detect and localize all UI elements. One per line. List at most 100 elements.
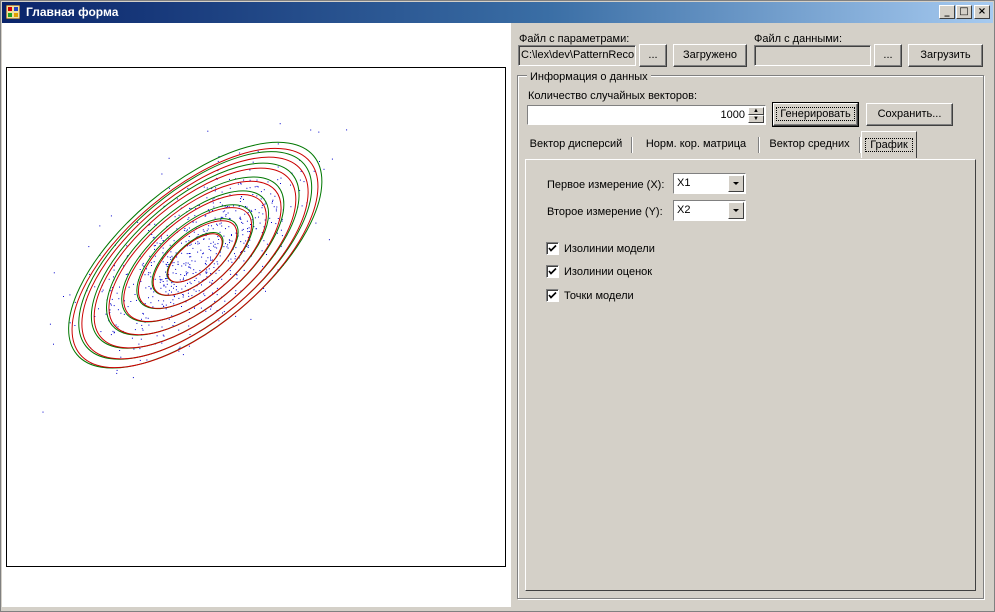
model-point [187, 218, 189, 220]
model-point [205, 310, 207, 312]
model-point [256, 195, 258, 197]
model-point [188, 253, 190, 254]
model-point [277, 179, 279, 181]
model-point [201, 284, 202, 286]
model-point [108, 278, 110, 280]
spin-up-icon[interactable]: ▲ [748, 107, 764, 115]
model-point [231, 240, 233, 242]
model-point [267, 181, 269, 183]
model-point [158, 300, 160, 302]
tab-mean-vector[interactable]: Вектор средних [769, 138, 850, 150]
params-load-button[interactable]: Загружено [673, 44, 747, 67]
model-point [217, 243, 219, 245]
tab-separator [631, 137, 632, 153]
model-point [163, 240, 165, 242]
model-point [217, 263, 219, 265]
vector-count-value[interactable]: 1000 [720, 109, 745, 121]
model-point [183, 229, 185, 231]
spin-down-icon[interactable]: ▼ [748, 115, 764, 123]
model-point [247, 212, 249, 214]
model-point [193, 289, 195, 291]
model-point [187, 245, 189, 247]
model-point [222, 312, 223, 314]
model-point [214, 246, 216, 248]
minimize-button[interactable]: _ [939, 5, 955, 19]
model-point [249, 179, 251, 181]
model-point [254, 209, 256, 211]
model-point [212, 202, 214, 204]
model-isoline [137, 207, 253, 309]
distribution-plot[interactable] [6, 67, 506, 567]
model-point [168, 157, 170, 159]
window-title: Главная форма [26, 5, 119, 19]
model-point [154, 278, 156, 280]
model-point [152, 296, 154, 298]
model-point [94, 286, 96, 288]
maximize-button[interactable]: □ [956, 5, 972, 19]
tab-graph[interactable]: График [861, 131, 917, 158]
data-file-path[interactable] [754, 45, 871, 66]
model-point [165, 278, 167, 279]
checkmark-icon [548, 291, 557, 299]
model-point [189, 256, 191, 258]
model-point [184, 275, 186, 276]
model-point [263, 240, 265, 242]
model-point [160, 279, 162, 281]
model-point [118, 298, 120, 300]
x-dimension-select[interactable]: X1 [673, 173, 746, 194]
model-point [166, 266, 168, 267]
model-point [110, 334, 112, 336]
chevron-down-icon[interactable] [728, 175, 744, 192]
model-point [185, 274, 187, 276]
model-point [275, 210, 277, 212]
model-isolines-label[interactable]: Изолинии модели [564, 243, 655, 255]
save-button[interactable]: Сохранить... [866, 103, 953, 126]
estimate-isolines-label[interactable]: Изолинии оценок [564, 266, 653, 278]
model-point [185, 271, 187, 273]
model-point [141, 324, 143, 326]
model-point [115, 324, 117, 326]
model-point [145, 287, 147, 289]
vector-count-label: Количество случайных векторов: [528, 90, 698, 102]
chevron-down-icon[interactable] [728, 202, 744, 219]
model-point [299, 179, 301, 181]
model-point [245, 206, 246, 207]
model-point [243, 260, 245, 262]
vector-count-spinner[interactable]: 1000 ▲ ▼ [527, 105, 766, 125]
model-point [203, 293, 205, 295]
data-browse-button[interactable]: ... [874, 44, 902, 67]
data-load-button[interactable]: Загрузить [908, 44, 983, 67]
model-point [188, 240, 190, 242]
model-points-checkbox[interactable] [546, 289, 559, 302]
y-dimension-select[interactable]: X2 [673, 200, 746, 221]
model-point [178, 214, 180, 216]
generate-button[interactable]: Генерировать [772, 102, 859, 127]
model-point [281, 235, 283, 237]
close-button[interactable]: × [974, 5, 990, 19]
model-point [218, 269, 220, 271]
model-point [126, 245, 128, 247]
model-point [251, 211, 253, 212]
model-point [117, 309, 119, 311]
model-point [145, 317, 147, 319]
model-point [102, 289, 104, 291]
model-point [134, 329, 136, 331]
model-point [207, 209, 209, 211]
model-point [185, 241, 187, 243]
model-point [275, 208, 277, 210]
title-bar[interactable]: Главная форма _ □ × [2, 2, 993, 23]
model-point [244, 250, 246, 252]
tab-correlation-matrix[interactable]: Норм. кор. матрица [645, 138, 747, 150]
params-file-path[interactable]: C:\lex\dev\PatternReco [518, 45, 636, 66]
estimate-isolines-checkbox[interactable] [546, 265, 559, 278]
model-point [140, 280, 142, 282]
model-points-label[interactable]: Точки модели [564, 290, 634, 302]
params-browse-button[interactable]: ... [639, 44, 667, 67]
model-point [162, 281, 164, 282]
model-isolines-checkbox[interactable] [546, 242, 559, 255]
model-point [249, 187, 251, 189]
model-point [168, 187, 170, 189]
model-point [109, 312, 111, 313]
tab-variance-vector[interactable]: Вектор дисперсий [529, 138, 623, 150]
model-point [171, 282, 173, 284]
